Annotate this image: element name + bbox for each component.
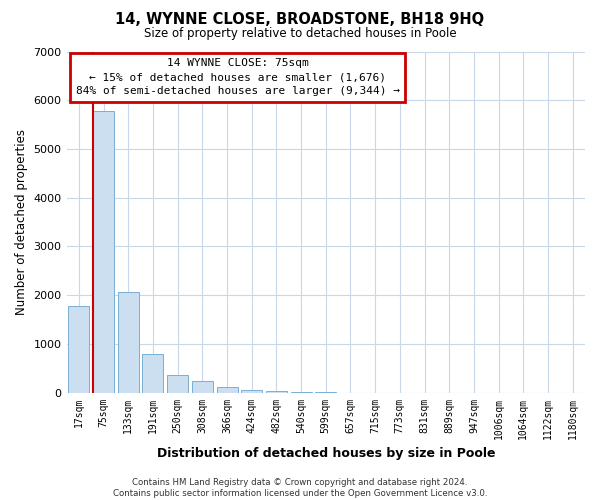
Bar (241, 390, 262, 392)
Bar (142, 354, 163, 393)
Y-axis label: Number of detached properties: Number of detached properties (15, 129, 28, 315)
Text: 14 WYNNE CLOSE: 75sqm
← 15% of detached houses are smaller (1,676)
84% of semi-d: 14 WYNNE CLOSE: 75sqm ← 15% of detached … (76, 58, 400, 96)
Bar (68, 306, 89, 392)
Bar (93, 111, 114, 392)
Bar (118, 292, 139, 392)
Text: Contains HM Land Registry data © Crown copyright and database right 2024.
Contai: Contains HM Land Registry data © Crown c… (113, 478, 487, 498)
X-axis label: Distribution of detached houses by size in Poole: Distribution of detached houses by size … (157, 447, 495, 460)
Bar (266, 391, 287, 392)
Bar (217, 387, 238, 392)
Bar (192, 382, 213, 392)
Text: Size of property relative to detached houses in Poole: Size of property relative to detached ho… (143, 28, 457, 40)
Bar (167, 374, 188, 392)
Text: 14, WYNNE CLOSE, BROADSTONE, BH18 9HQ: 14, WYNNE CLOSE, BROADSTONE, BH18 9HQ (115, 12, 485, 28)
